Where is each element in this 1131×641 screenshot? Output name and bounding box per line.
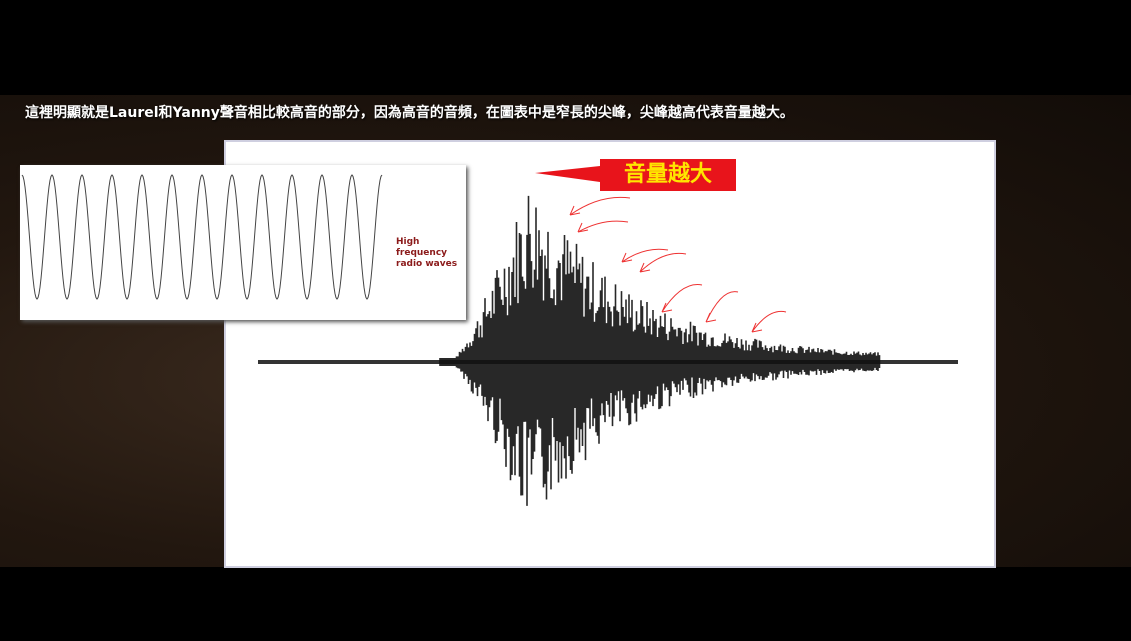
inset-label-line: High <box>396 237 420 247</box>
annotation-arrow <box>661 284 703 313</box>
callout: 音量越大 <box>600 159 736 191</box>
inset-label: High frequency radio waves <box>396 237 457 270</box>
annotation-arrow <box>639 252 687 273</box>
sine-wave <box>21 174 383 300</box>
caption: 這裡明顯就是Laurel和Yanny聲音相比較高音的部分，因為高音的音頻，在圖表… <box>25 105 794 121</box>
annotation-arrow <box>621 248 669 263</box>
annotation-arrow <box>569 196 631 216</box>
waveform-trace <box>439 195 881 506</box>
inset-label-line: frequency <box>396 248 448 258</box>
inset-label-line: radio waves <box>396 259 458 269</box>
inset-box: High frequency radio waves <box>20 165 466 320</box>
annotation-arrow <box>751 310 787 333</box>
annotation-arrow <box>577 220 629 233</box>
callout-pointer <box>535 166 600 182</box>
sine-trace <box>21 174 383 300</box>
annotation-arrow <box>705 291 739 323</box>
